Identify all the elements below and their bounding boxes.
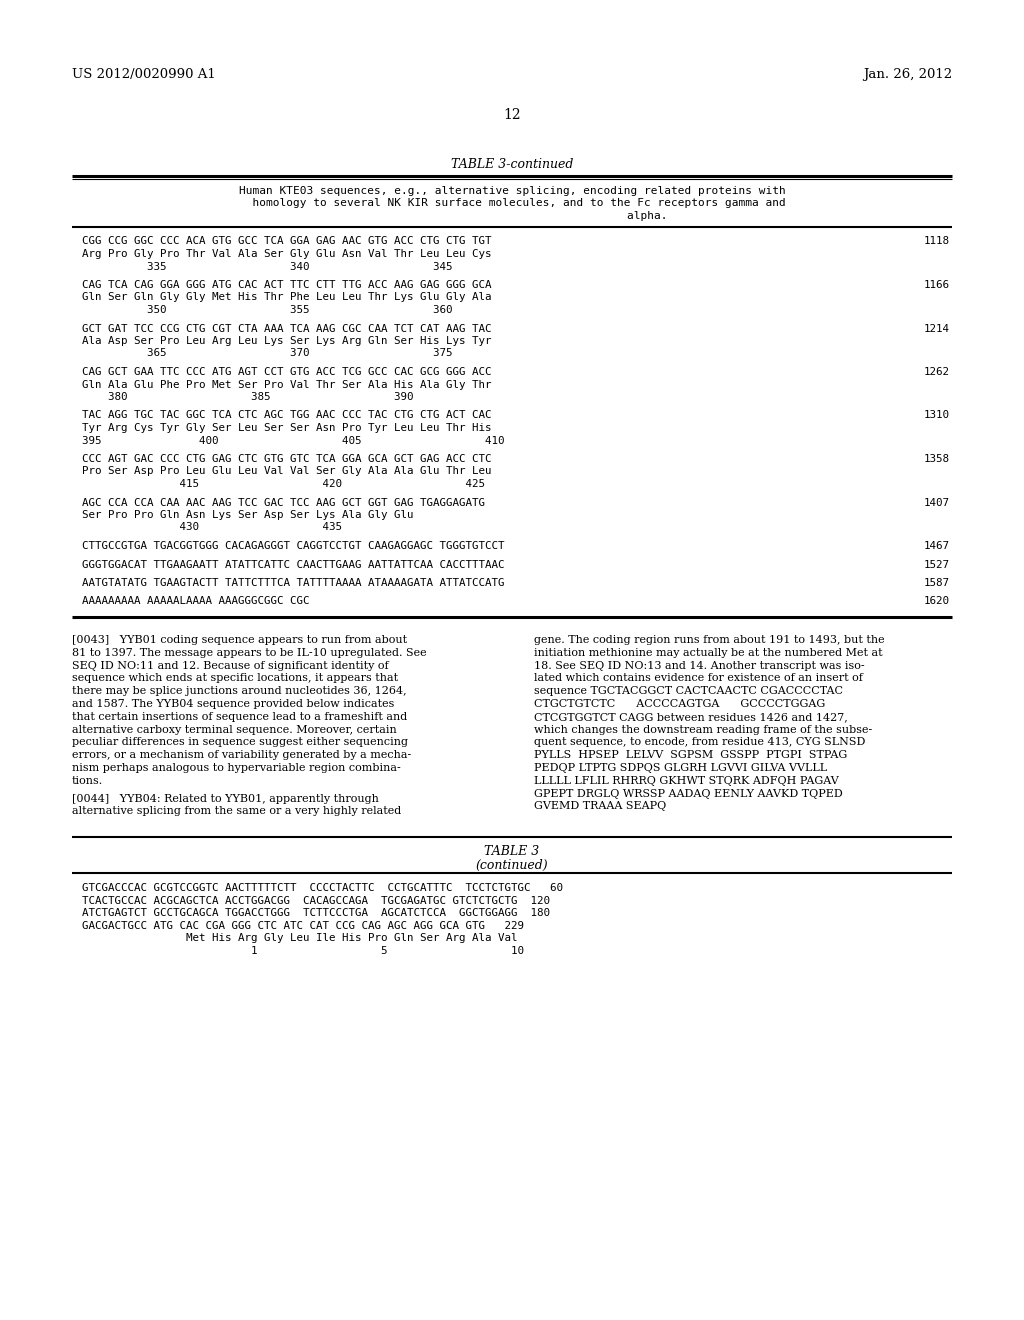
Text: Jan. 26, 2012: Jan. 26, 2012	[863, 69, 952, 81]
Text: TABLE 3: TABLE 3	[484, 845, 540, 858]
Text: CTGCTGTCTC      ACCCCAGTGA      GCCCCTGGAG: CTGCTGTCTC ACCCCAGTGA GCCCCTGGAG	[534, 700, 825, 709]
Text: alternative carboxy terminal sequence. Moreover, certain: alternative carboxy terminal sequence. M…	[72, 725, 396, 735]
Text: CGG CCG GGC CCC ACA GTG GCC TCA GGA GAG AAC GTG ACC CTG CTG TGT: CGG CCG GGC CCC ACA GTG GCC TCA GGA GAG …	[82, 236, 492, 247]
Text: 335                   340                   345: 335 340 345	[82, 261, 453, 272]
Text: Pro Ser Asp Pro Leu Glu Leu Val Val Ser Gly Ala Ala Glu Thr Leu: Pro Ser Asp Pro Leu Glu Leu Val Val Ser …	[82, 466, 492, 477]
Text: Met His Arg Gly Leu Ile His Pro Gln Ser Arg Ala Val: Met His Arg Gly Leu Ile His Pro Gln Ser …	[82, 933, 517, 944]
Text: GGGTGGACAT TTGAAGAATT ATATTCATTC CAACTTGAAG AATTATTCAA CACCTTTAAC: GGGTGGACAT TTGAAGAATT ATATTCATTC CAACTTG…	[82, 560, 505, 569]
Text: 1118: 1118	[924, 236, 950, 247]
Text: CTCGTGGTCT CAGG between residues 1426 and 1427,: CTCGTGGTCT CAGG between residues 1426 an…	[534, 711, 848, 722]
Text: CAG GCT GAA TTC CCC ATG AGT CCT GTG ACC TCG GCC CAC GCG GGG ACC: CAG GCT GAA TTC CCC ATG AGT CCT GTG ACC …	[82, 367, 492, 378]
Text: that certain insertions of sequence lead to a frameshift and: that certain insertions of sequence lead…	[72, 711, 408, 722]
Text: 1587: 1587	[924, 578, 950, 587]
Text: TAC AGG TGC TAC GGC TCA CTC AGC TGG AAC CCC TAC CTG CTG ACT CAC: TAC AGG TGC TAC GGC TCA CTC AGC TGG AAC …	[82, 411, 492, 421]
Text: AGC CCA CCA CAA AAC AAG TCC GAC TCC AAG GCT GGT GAG TGAGGAGATG: AGC CCA CCA CAA AAC AAG TCC GAC TCC AAG …	[82, 498, 485, 507]
Text: sequence which ends at specific locations, it appears that: sequence which ends at specific location…	[72, 673, 398, 684]
Text: GTCGACCCAC GCGTCCGGTC AACTTTTTCTT  CCCCTACTTC  CCTGCATTTC  TCCTCTGTGC   60: GTCGACCCAC GCGTCCGGTC AACTTTTTCTT CCCCTA…	[82, 883, 563, 894]
Text: lated which contains evidence for existence of an insert of: lated which contains evidence for existe…	[534, 673, 863, 684]
Text: nism perhaps analogous to hypervariable region combina-: nism perhaps analogous to hypervariable …	[72, 763, 400, 774]
Text: PEDQP LTPTG SDPQS GLGRH LGVVI GILVA VVLLL: PEDQP LTPTG SDPQS GLGRH LGVVI GILVA VVLL…	[534, 763, 827, 774]
Text: Gln Ser Gln Gly Gly Met His Thr Phe Leu Leu Thr Lys Glu Gly Ala: Gln Ser Gln Gly Gly Met His Thr Phe Leu …	[82, 293, 492, 302]
Text: tions.: tions.	[72, 776, 103, 785]
Text: peculiar differences in sequence suggest either sequencing: peculiar differences in sequence suggest…	[72, 738, 408, 747]
Text: Arg Pro Gly Pro Thr Val Ala Ser Gly Glu Asn Val Thr Leu Leu Cys: Arg Pro Gly Pro Thr Val Ala Ser Gly Glu …	[82, 249, 492, 259]
Text: LLLLL LFLIL RHRRQ GKHWT STQRK ADFQH PAGAV: LLLLL LFLIL RHRRQ GKHWT STQRK ADFQH PAGA…	[534, 776, 839, 785]
Text: CTTGCCGTGA TGACGGTGGG CACAGAGGGT CAGGTCCTGT CAAGAGGAGC TGGGTGTCCT: CTTGCCGTGA TGACGGTGGG CACAGAGGGT CAGGTCC…	[82, 541, 505, 550]
Text: SEQ ID NO:11 and 12. Because of significant identity of: SEQ ID NO:11 and 12. Because of signific…	[72, 660, 389, 671]
Text: ATCTGAGTCT GCCTGCAGCA TGGACCTGGG  TCTTCCCTGA  AGCATCTCCA  GGCTGGAGG  180: ATCTGAGTCT GCCTGCAGCA TGGACCTGGG TCTTCCC…	[82, 908, 550, 919]
Text: 1166: 1166	[924, 280, 950, 290]
Text: GVEMD TRAAA SEAPQ: GVEMD TRAAA SEAPQ	[534, 801, 667, 812]
Text: 415                   420                   425: 415 420 425	[82, 479, 485, 488]
Text: quent sequence, to encode, from residue 413, CYG SLNSD: quent sequence, to encode, from residue …	[534, 738, 865, 747]
Text: 350                   355                   360: 350 355 360	[82, 305, 453, 315]
Text: TABLE 3-continued: TABLE 3-continued	[451, 158, 573, 172]
Text: 81 to 1397. The message appears to be IL-10 upregulated. See: 81 to 1397. The message appears to be IL…	[72, 648, 427, 657]
Text: 1                   5                   10: 1 5 10	[82, 945, 524, 956]
Text: TCACTGCCAC ACGCAGCTCA ACCTGGACGG  CACAGCCAGA  TGCGAGATGC GTCTCTGCTG  120: TCACTGCCAC ACGCAGCTCA ACCTGGACGG CACAGCC…	[82, 896, 550, 906]
Text: 430                   435: 430 435	[82, 523, 342, 532]
Text: 1214: 1214	[924, 323, 950, 334]
Text: PYLLS  HPSEP  LELVV  SGPSM  GSSPP  PTGPI  STPAG: PYLLS HPSEP LELVV SGPSM GSSPP PTGPI STPA…	[534, 750, 847, 760]
Text: alternative splicing from the same or a very highly related: alternative splicing from the same or a …	[72, 807, 401, 816]
Text: GACGACTGCC ATG CAC CGA GGG CTC ATC CAT CCG CAG AGC AGG GCA GTG   229: GACGACTGCC ATG CAC CGA GGG CTC ATC CAT C…	[82, 920, 524, 931]
Text: 395               400                   405                   410: 395 400 405 410	[82, 436, 505, 446]
Text: 1407: 1407	[924, 498, 950, 507]
Text: Ala Asp Ser Pro Leu Arg Leu Lys Ser Lys Arg Gln Ser His Lys Tyr: Ala Asp Ser Pro Leu Arg Leu Lys Ser Lys …	[82, 337, 492, 346]
Text: GCT GAT TCC CCG CTG CGT CTA AAA TCA AAG CGC CAA TCT CAT AAG TAC: GCT GAT TCC CCG CTG CGT CTA AAA TCA AAG …	[82, 323, 492, 334]
Text: (continued): (continued)	[476, 859, 548, 873]
Text: 1620: 1620	[924, 597, 950, 606]
Text: homology to several NK KIR surface molecules, and to the Fc receptors gamma and: homology to several NK KIR surface molec…	[239, 198, 785, 209]
Text: AAAAAAAAA AAAAALAAAA AAAGGGCGGC CGC: AAAAAAAAA AAAAALAAAA AAAGGGCGGC CGC	[82, 597, 309, 606]
Text: GPEPT DRGLQ WRSSP AADAQ EENLY AAVKD TQPED: GPEPT DRGLQ WRSSP AADAQ EENLY AAVKD TQPE…	[534, 788, 843, 799]
Text: gene. The coding region runs from about 191 to 1493, but the: gene. The coding region runs from about …	[534, 635, 885, 645]
Text: 1358: 1358	[924, 454, 950, 465]
Text: Ser Pro Pro Gln Asn Lys Ser Asp Ser Lys Ala Gly Glu: Ser Pro Pro Gln Asn Lys Ser Asp Ser Lys …	[82, 510, 414, 520]
Text: Tyr Arg Cys Tyr Gly Ser Leu Ser Ser Asn Pro Tyr Leu Leu Thr His: Tyr Arg Cys Tyr Gly Ser Leu Ser Ser Asn …	[82, 422, 492, 433]
Text: sequence TGCTACGGCT CACTCAACTC CGACCCCTAC: sequence TGCTACGGCT CACTCAACTC CGACCCCTA…	[534, 686, 843, 696]
Text: errors, or a mechanism of variability generated by a mecha-: errors, or a mechanism of variability ge…	[72, 750, 412, 760]
Text: 12: 12	[503, 108, 521, 121]
Text: CAG TCA CAG GGA GGG ATG CAC ACT TTC CTT TTG ACC AAG GAG GGG GCA: CAG TCA CAG GGA GGG ATG CAC ACT TTC CTT …	[82, 280, 492, 290]
Text: Gln Ala Glu Phe Pro Met Ser Pro Val Thr Ser Ala His Ala Gly Thr: Gln Ala Glu Phe Pro Met Ser Pro Val Thr …	[82, 380, 492, 389]
Text: US 2012/0020990 A1: US 2012/0020990 A1	[72, 69, 216, 81]
Text: 1310: 1310	[924, 411, 950, 421]
Text: 1527: 1527	[924, 560, 950, 569]
Text: alpha.: alpha.	[356, 211, 668, 220]
Text: initiation methionine may actually be at the numbered Met at: initiation methionine may actually be at…	[534, 648, 883, 657]
Text: 18. See SEQ ID NO:13 and 14. Another transcript was iso-: 18. See SEQ ID NO:13 and 14. Another tra…	[534, 660, 864, 671]
Text: AATGTATATG TGAAGTACTT TATTCTTTCA TATTTTAAAA ATAAAAGATA ATTATCCATG: AATGTATATG TGAAGTACTT TATTCTTTCA TATTTTA…	[82, 578, 505, 587]
Text: there may be splice junctions around nucleotides 36, 1264,: there may be splice junctions around nuc…	[72, 686, 407, 696]
Text: [0044]   YYB04: Related to YYB01, apparently through: [0044] YYB04: Related to YYB01, apparent…	[72, 793, 379, 804]
Text: 1467: 1467	[924, 541, 950, 550]
Text: and 1587. The YYB04 sequence provided below indicates: and 1587. The YYB04 sequence provided be…	[72, 700, 394, 709]
Text: 365                   370                   375: 365 370 375	[82, 348, 453, 359]
Text: 1262: 1262	[924, 367, 950, 378]
Text: which changes the downstream reading frame of the subse-: which changes the downstream reading fra…	[534, 725, 872, 735]
Text: Human KTE03 sequences, e.g., alternative splicing, encoding related proteins wit: Human KTE03 sequences, e.g., alternative…	[239, 186, 785, 195]
Text: [0043]   YYB01 coding sequence appears to run from about: [0043] YYB01 coding sequence appears to …	[72, 635, 408, 645]
Text: CCC AGT GAC CCC CTG GAG CTC GTG GTC TCA GGA GCA GCT GAG ACC CTC: CCC AGT GAC CCC CTG GAG CTC GTG GTC TCA …	[82, 454, 492, 465]
Text: 380                   385                   390: 380 385 390	[82, 392, 414, 403]
